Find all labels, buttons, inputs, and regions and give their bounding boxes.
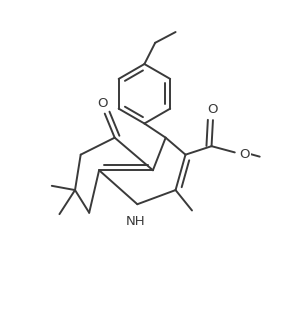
- Text: O: O: [239, 148, 250, 161]
- Text: O: O: [97, 97, 108, 110]
- Text: NH: NH: [126, 215, 146, 228]
- Text: O: O: [208, 103, 218, 116]
